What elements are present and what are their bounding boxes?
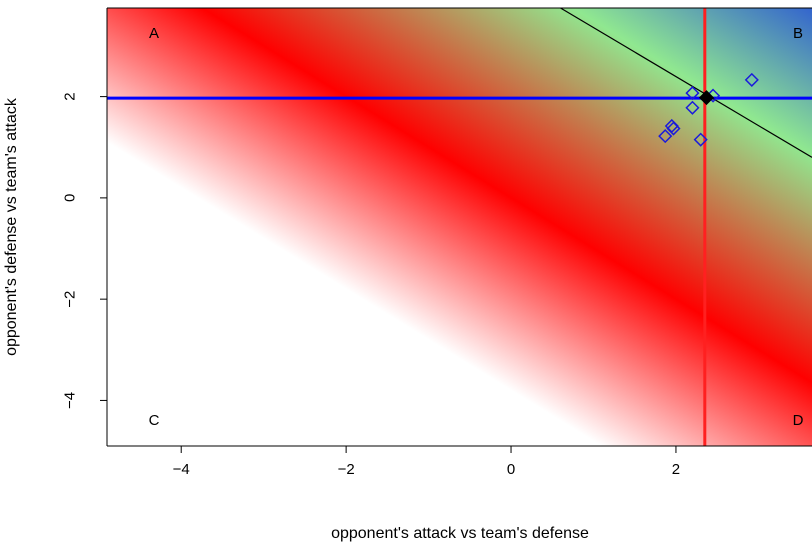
- y-tick-label: −2: [62, 291, 79, 308]
- data-point: [685, 86, 700, 101]
- x-axis: −4 −2 0 2: [173, 445, 680, 478]
- data-points: [658, 72, 759, 147]
- data-point: [658, 129, 673, 144]
- data-point: [744, 72, 759, 87]
- y-tick-label: 0: [62, 194, 79, 202]
- x-tick-label: 0: [507, 461, 515, 478]
- y-tick-label: −4: [62, 392, 79, 409]
- y-axis: −4 −2 0 2: [62, 92, 108, 409]
- y-tick-label: 2: [62, 92, 79, 100]
- reference-line-diagonal: [560, 8, 812, 158]
- corner-label-d: D: [793, 412, 804, 429]
- highlight-point: [698, 90, 715, 106]
- x-tick-label: −2: [338, 461, 355, 478]
- x-tick-label: −4: [173, 461, 190, 478]
- y-axis-label: opponent's defense vs team's attack: [3, 97, 20, 356]
- data-point: [666, 121, 681, 136]
- x-tick-label: 2: [672, 461, 680, 478]
- data-point: [685, 100, 700, 115]
- corner-label-c: C: [149, 412, 160, 429]
- gradient-background: [107, 8, 812, 446]
- data-point: [693, 132, 708, 147]
- reference-lines: [107, 8, 812, 446]
- corner-label-a: A: [149, 25, 159, 42]
- corner-label-b: B: [793, 25, 803, 42]
- x-axis-label: opponent's attack vs team's defense: [331, 525, 589, 542]
